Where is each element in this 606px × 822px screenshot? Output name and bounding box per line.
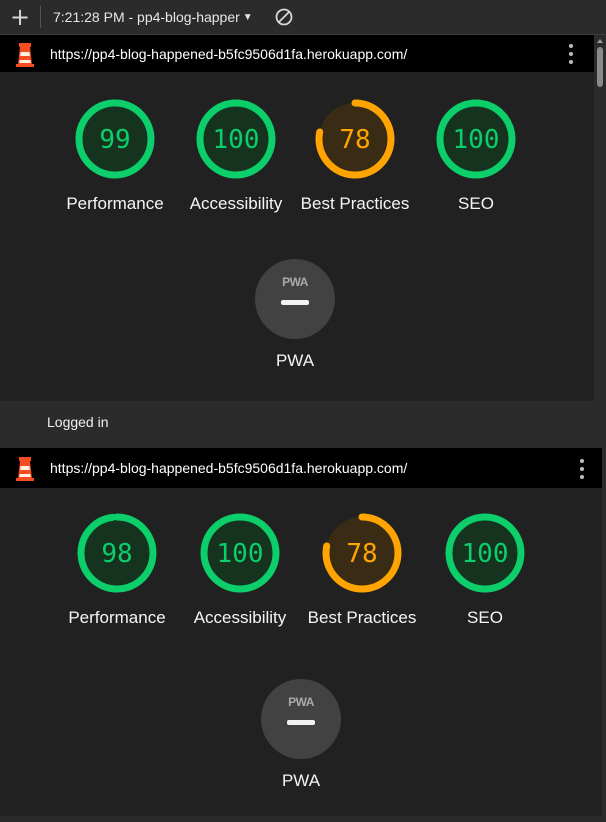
report-panel-1: https://pp4-blog-happened-b5fc9506d1fa.h… <box>0 35 602 401</box>
gauge-score: 78 <box>339 125 370 155</box>
pwa-badge: PWA <box>261 679 341 759</box>
section-title: Logged in <box>47 414 109 430</box>
gauge-score: 78 <box>346 539 377 569</box>
toolbar-divider <box>40 6 41 28</box>
gauge-accessibility[interactable]: 100 Accessibility <box>180 511 300 630</box>
gauge-label: Performance <box>68 608 166 627</box>
scroll-up-icon[interactable] <box>597 39 603 43</box>
lighthouse-logo-icon <box>16 43 34 67</box>
kebab-menu-icon[interactable] <box>579 457 585 481</box>
gauge-label: Best Practices <box>300 194 410 213</box>
gauge-ring: 100 <box>445 513 525 593</box>
gauge-best-practices[interactable]: 78 Best Practices <box>302 511 422 630</box>
report-selector[interactable]: 7:21:28 PM - pp4-blog-happer ▼ <box>53 9 253 25</box>
gauge-label: SEO <box>458 194 494 213</box>
gauge-ring: 100 <box>436 99 516 179</box>
bottom-strip <box>0 816 606 822</box>
scroll-thumb[interactable] <box>597 47 603 87</box>
pwa-badge-text: PWA <box>282 275 308 289</box>
scrollbar[interactable] <box>594 35 606 401</box>
pwa-gauge[interactable]: PWA PWA <box>235 259 355 371</box>
gauge-ring: 78 <box>315 99 395 179</box>
gauge-score: 100 <box>462 539 509 569</box>
url-bar: https://pp4-blog-happened-b5fc9506d1fa.h… <box>0 448 602 488</box>
pwa-dash-icon <box>287 720 315 725</box>
gauge-label: Accessibility <box>189 194 283 213</box>
gauge-score: 100 <box>213 125 260 155</box>
report-url[interactable]: https://pp4-blog-happened-b5fc9506d1fa.h… <box>50 460 408 476</box>
report-url[interactable]: https://pp4-blog-happened-b5fc9506d1fa.h… <box>50 45 408 62</box>
gauge-seo[interactable]: 100 SEO <box>425 511 545 630</box>
gauge-label: Accessibility <box>193 608 287 627</box>
report-panel-2: https://pp4-blog-happened-b5fc9506d1fa.h… <box>0 448 602 816</box>
clear-icon[interactable] <box>275 8 293 26</box>
pwa-dash-icon <box>281 300 309 305</box>
lighthouse-logo-icon <box>16 457 34 481</box>
gauge-performance[interactable]: 99 Performance <box>55 97 175 216</box>
pwa-badge: PWA <box>255 259 335 339</box>
gauge-ring: 100 <box>200 513 280 593</box>
gauge-score: 98 <box>101 539 132 569</box>
devtools-toolbar: + 7:21:28 PM - pp4-blog-happer ▼ <box>0 0 606 35</box>
gauge-label: Performance <box>66 194 164 213</box>
pwa-label: PWA <box>281 771 321 790</box>
gauge-best-practices[interactable]: 78 Best Practices <box>295 97 415 216</box>
gauge-label: SEO <box>467 608 503 627</box>
gauge-score: 99 <box>99 125 130 155</box>
gauge-performance[interactable]: 98 Performance <box>57 511 177 630</box>
plus-icon[interactable]: + <box>9 3 31 31</box>
section-header: Logged in <box>0 401 606 448</box>
report-selector-label: 7:21:28 PM - pp4-blog-happer <box>53 9 240 25</box>
gauge-ring: 99 <box>75 99 155 179</box>
kebab-menu-icon[interactable] <box>568 42 574 66</box>
gauge-label: Best Practices <box>307 608 417 627</box>
gauge-accessibility[interactable]: 100 Accessibility <box>176 97 296 216</box>
pwa-gauge[interactable]: PWA PWA <box>241 679 361 791</box>
gauge-score: 100 <box>453 125 500 155</box>
gauge-score: 100 <box>217 539 264 569</box>
gauge-seo[interactable]: 100 SEO <box>416 97 536 216</box>
caret-down-icon: ▼ <box>242 11 253 23</box>
gauge-ring: 98 <box>77 513 157 593</box>
pwa-badge-text: PWA <box>288 695 314 709</box>
gauge-ring: 100 <box>196 99 276 179</box>
gauge-ring: 78 <box>322 513 402 593</box>
url-bar: https://pp4-blog-happened-b5fc9506d1fa.h… <box>0 35 602 72</box>
pwa-label: PWA <box>275 351 315 370</box>
